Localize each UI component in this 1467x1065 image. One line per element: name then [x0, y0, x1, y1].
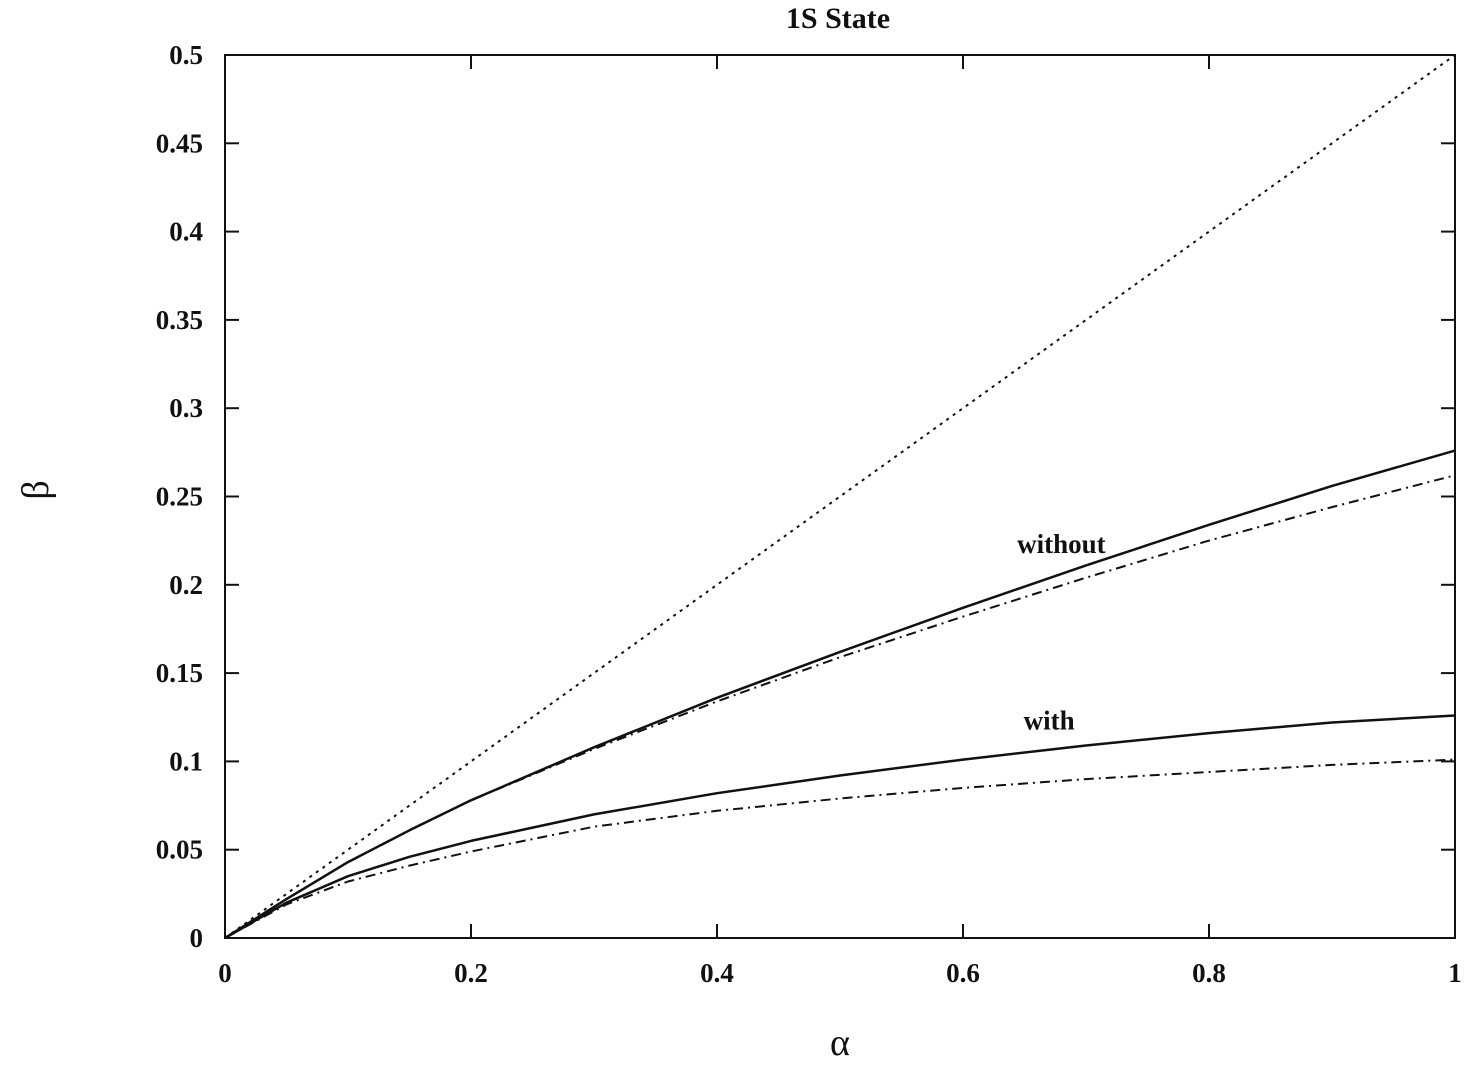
y-tick-label-3: 0.15	[156, 658, 203, 688]
axis-ticks: 0 0.2 0.4 0.6 0.8 1 0 0.05 0.1 0.15 0.2 0.25 0.3 0.35…	[156, 40, 1462, 988]
x-tick-label-1: 0.2	[454, 958, 488, 988]
y-tick-label-7: 0.35	[156, 305, 203, 335]
y-tick-label-0: 0	[190, 923, 204, 953]
x-tick-label-5: 1	[1448, 958, 1462, 988]
series-line-1-solid	[224, 449, 1456, 940]
plot-frame	[224, 54, 1456, 939]
y-tick-label-5: 0.25	[156, 482, 203, 512]
y-tick-label-8: 0.4	[169, 217, 203, 247]
x-axis-label: α	[830, 1022, 850, 1064]
series-line-3-solid	[224, 714, 1456, 940]
annotations: without with	[1017, 529, 1106, 736]
series-line-4-dash-dot	[224, 758, 1456, 939]
series-line-0-dotted	[224, 54, 1456, 939]
annotation-without: without	[1017, 529, 1106, 559]
series-line-2-dash-dot	[224, 474, 1456, 939]
x-tick-label-4: 0.8	[1192, 958, 1226, 988]
annotation-with: with	[1024, 706, 1075, 736]
chart-title: 1S State	[786, 2, 890, 35]
x-tick-label-0: 0	[218, 958, 232, 988]
y-axis-label: β	[15, 480, 57, 499]
x-tick-label-3: 0.6	[946, 958, 980, 988]
y-tick-label-9: 0.45	[156, 128, 203, 158]
y-tick-label-6: 0.3	[169, 393, 203, 423]
y-tick-label-10: 0.5	[169, 40, 203, 70]
y-tick-label-2: 0.1	[169, 746, 203, 776]
x-tick-label-2: 0.4	[700, 958, 734, 988]
y-tick-label-1: 0.05	[156, 835, 203, 865]
y-tick-label-4: 0.2	[169, 570, 203, 600]
series-layer	[224, 54, 1456, 940]
